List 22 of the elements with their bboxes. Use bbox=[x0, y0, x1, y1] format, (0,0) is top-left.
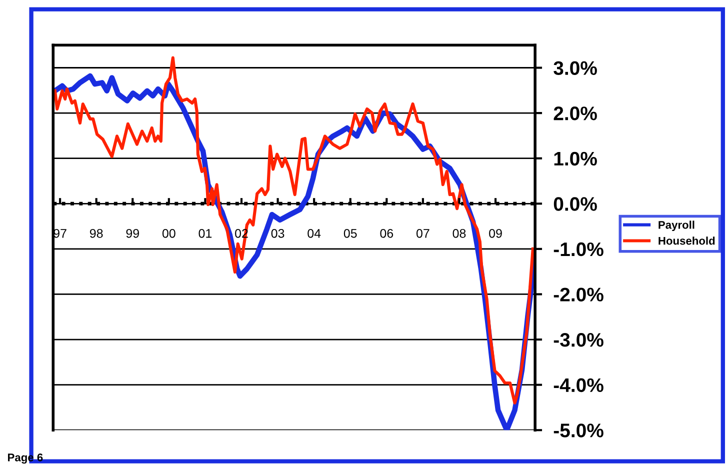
x-tick-label: 07 bbox=[416, 228, 430, 238]
y-tick-label: -1.0% bbox=[554, 242, 604, 256]
y-tick-label: 0.0% bbox=[554, 197, 597, 211]
y-tick-label: -2.0% bbox=[554, 288, 604, 302]
y-tick-label: -3.0% bbox=[554, 333, 604, 347]
legend-label: Household bbox=[658, 236, 715, 245]
x-tick-label: 04 bbox=[308, 228, 321, 238]
y-tick-label: 1.0% bbox=[554, 152, 597, 166]
x-tick-label: 05 bbox=[344, 228, 357, 238]
legend-label: Payroll bbox=[658, 220, 694, 232]
y-tick-label: -5.0% bbox=[554, 424, 604, 438]
x-tick-label: 00 bbox=[162, 228, 176, 238]
y-tick-label: -4.0% bbox=[554, 378, 604, 392]
x-tick-label: 98 bbox=[90, 228, 103, 238]
y-tick-label: 3.0% bbox=[554, 61, 597, 76]
x-tick-label: 03 bbox=[271, 228, 284, 238]
x-tick-label: 09 bbox=[489, 228, 502, 238]
x-tick-label: 99 bbox=[126, 228, 139, 238]
y-tick-label: 2.0% bbox=[554, 106, 597, 120]
x-tick-label: 06 bbox=[380, 228, 394, 238]
x-tick-label: 01 bbox=[198, 228, 212, 238]
x-tick-label: 08 bbox=[452, 228, 466, 238]
